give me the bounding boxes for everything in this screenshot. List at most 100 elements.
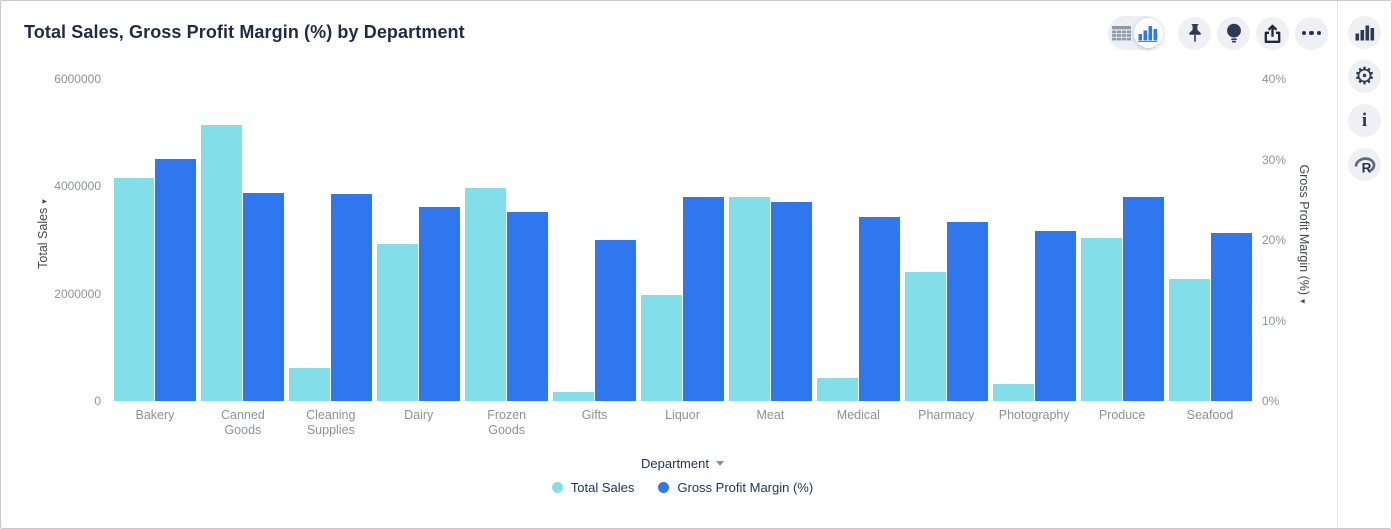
legend-label: Total Sales	[570, 480, 635, 495]
x-axis-label: Cleaning Supplies	[306, 408, 356, 437]
chart-toolbar	[1108, 16, 1328, 50]
gear-icon: ⚙	[1353, 62, 1376, 90]
bar-gross-profit-margin[interactable]	[770, 202, 812, 401]
y-axis-left-title[interactable]: Total Sales▾	[36, 199, 50, 269]
pin-button[interactable]	[1178, 16, 1211, 50]
chart-type-button[interactable]	[1348, 16, 1381, 49]
axis-sort-arrow-icon: ▾	[39, 199, 49, 204]
axis-tick-label: 10%	[1262, 313, 1287, 328]
bar-group-liquor	[639, 79, 727, 401]
bar-total-sales[interactable]	[113, 178, 155, 401]
r-analysis-button[interactable]: R	[1348, 148, 1381, 181]
bar-total-sales[interactable]	[992, 383, 1034, 401]
share-export-icon	[1264, 24, 1281, 43]
bar-total-sales[interactable]	[1080, 237, 1122, 401]
lightbulb-icon	[1226, 23, 1241, 43]
x-axis-label: Medical	[836, 408, 880, 422]
bar-gross-profit-margin[interactable]	[331, 194, 373, 401]
bar-gross-profit-margin[interactable]	[419, 207, 461, 401]
bar-group-canned-goods	[199, 79, 287, 401]
bar-gross-profit-margin[interactable]	[1034, 231, 1076, 401]
legend-item-total-sales[interactable]: Total Sales	[551, 480, 635, 495]
x-axis-label: Bakery	[135, 408, 175, 422]
bar-group-seafood	[1166, 79, 1254, 401]
y-axis-right-title[interactable]: Gross Profit Margin (%)▾	[1297, 164, 1311, 304]
bar-group-meat	[726, 79, 814, 401]
info-button[interactable]: i	[1348, 104, 1381, 137]
view-toggle[interactable]	[1108, 16, 1163, 50]
bar-gross-profit-margin[interactable]	[595, 240, 637, 401]
bar-chart-icon	[1355, 25, 1374, 41]
bar-total-sales[interactable]	[553, 391, 595, 401]
legend-label: Gross Profit Margin (%)	[677, 480, 814, 495]
axis-sort-arrow-icon: ▾	[1298, 299, 1308, 304]
legend-dot-icon	[551, 482, 563, 493]
x-axis-label: Meat	[756, 408, 785, 422]
plot-area	[111, 79, 1254, 401]
bar-total-sales[interactable]	[641, 295, 682, 401]
bar-gross-profit-margin[interactable]	[1210, 232, 1252, 401]
bar-group-frozen-goods	[463, 79, 551, 401]
side-rail: ⚙ i R	[1337, 1, 1391, 528]
bar-group-pharmacy	[902, 79, 990, 401]
bar-gross-profit-margin[interactable]	[683, 197, 724, 401]
bar-gross-profit-margin[interactable]	[858, 217, 900, 401]
bar-total-sales[interactable]	[465, 187, 507, 401]
bar-gross-profit-margin[interactable]	[155, 158, 197, 401]
bar-total-sales[interactable]	[904, 271, 946, 401]
bar-gross-profit-margin[interactable]	[946, 222, 988, 401]
axis-tick-label: 40%	[1262, 72, 1287, 86]
y-axis-left-ticks: 6000000 4000000 2000000 0	[31, 72, 101, 408]
svg-text:R: R	[1361, 160, 1371, 175]
department-dropdown-caret-icon[interactable]	[715, 461, 724, 466]
x-axis-label: Canned Goods	[220, 408, 265, 437]
bar-total-sales[interactable]	[377, 244, 419, 401]
x-axis-title: Department	[111, 456, 1254, 471]
legend-dot-icon	[658, 482, 670, 493]
bar-gross-profit-margin[interactable]	[243, 193, 285, 401]
y-axis-right-ticks: 40% 30% 20% 10% 0%	[1262, 72, 1308, 408]
bar-total-sales[interactable]	[728, 197, 770, 401]
bar-total-sales[interactable]	[289, 367, 331, 401]
bar-group-gifts	[551, 79, 639, 401]
r-logo-icon: R	[1354, 156, 1375, 175]
axis-tick-label: 0	[94, 394, 101, 408]
x-axis-label: Liquor	[665, 408, 700, 422]
insights-button[interactable]	[1217, 16, 1250, 50]
bar-total-sales[interactable]	[816, 377, 858, 401]
chart-view-selected[interactable]	[1133, 18, 1163, 48]
table-view-icon[interactable]	[1110, 25, 1134, 41]
chart-title: Total Sales, Gross Profit Margin (%) by …	[24, 22, 465, 42]
bar-group-photography	[990, 79, 1078, 401]
axis-tick-label: 2000000	[54, 286, 101, 301]
x-axis-label: Pharmacy	[918, 408, 975, 422]
bar-group-bakery	[111, 79, 199, 401]
axis-tick-label: 20%	[1262, 233, 1287, 247]
bar-group-dairy	[375, 79, 463, 401]
x-axis-labels: Bakery Canned Goods Cleaning Supplies Dairy…	[111, 408, 1254, 438]
bar-group-produce	[1078, 79, 1166, 401]
x-axis-label: Frozen Goods	[487, 408, 527, 437]
bar-gross-profit-margin[interactable]	[507, 211, 549, 401]
axis-tick-label: 0%	[1262, 394, 1280, 408]
x-axis-label: Dairy	[404, 408, 434, 422]
bar-gross-profit-margin[interactable]	[1122, 197, 1164, 401]
chart-legend: Total Sales Gross Profit Margin (%)	[111, 480, 1254, 495]
axis-tick-label: 4000000	[54, 179, 101, 194]
bar-chart-icon	[1138, 25, 1158, 42]
axis-tick-label: 6000000	[54, 72, 101, 86]
pin-icon	[1188, 24, 1201, 42]
x-axis-label: Photography	[998, 408, 1070, 422]
more-options-button[interactable]	[1295, 16, 1328, 50]
bar-group-cleaning-supplies	[287, 79, 375, 401]
table-grid-icon	[1112, 25, 1132, 40]
x-axis-label: Seafood	[1186, 408, 1234, 422]
bar-total-sales[interactable]	[201, 125, 243, 401]
legend-item-gross-profit-margin[interactable]: Gross Profit Margin (%)	[658, 480, 813, 495]
axis-tick-label: 30%	[1262, 152, 1287, 167]
export-button[interactable]	[1256, 16, 1289, 50]
bar-total-sales[interactable]	[1168, 279, 1210, 401]
x-axis-label: Produce	[1098, 408, 1146, 422]
settings-button[interactable]: ⚙	[1348, 60, 1381, 93]
